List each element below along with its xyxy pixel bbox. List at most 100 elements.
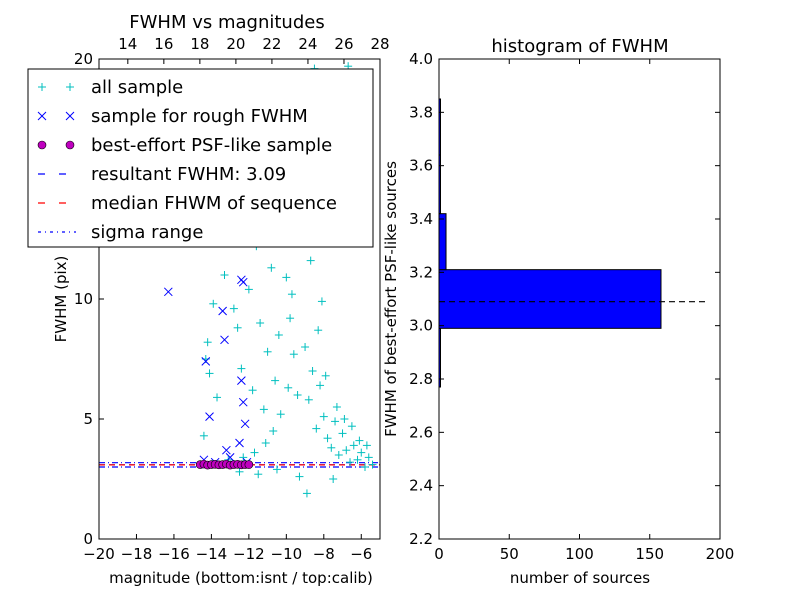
point-s1-4 [201,357,211,366]
point-s0-50 [235,467,244,476]
point-s0-31 [316,381,325,390]
left-xtick-label-4: −12 [233,545,265,563]
point-s1-11 [235,438,244,448]
legend-marker-1-b-b [65,111,75,121]
point-s0-64 [362,441,371,450]
legend-label-3: resultant FWHM: 3.09 [91,164,286,185]
point-s1-5-b [220,335,229,345]
point-s0-30 [312,424,321,433]
point-s1-3-b [238,277,248,287]
right-ytick-label-6: 3.4 [409,210,433,228]
legend-item-5: sigma range [38,222,203,243]
left-xtick-label-2: −16 [158,545,190,563]
right-x-axis-label: number of sources [510,569,650,587]
point-s1-5 [220,335,229,345]
legend-items: all sample sample for rough FWHM best-effo… [37,77,337,243]
point-s0-39 [346,458,355,467]
left-top-xtick-label-5: 24 [298,35,317,53]
point-s2-13 [244,460,254,469]
left-top-xtick-label-4: 22 [262,35,281,53]
point-s0-69 [250,448,259,457]
point-s0-24 [289,350,298,359]
left-top-xtick-label-7: 28 [370,35,389,53]
right-plot-area [438,98,706,388]
point-s0-47 [295,472,304,481]
point-s1-9 [240,419,250,429]
point-s0-17 [263,347,272,356]
point-s0-42 [357,448,366,457]
legend-box [27,68,374,248]
right-ytick-label-8: 3.8 [409,103,433,121]
left-xtick-label-1: −18 [121,545,153,563]
right-xtick-label-3: 150 [635,545,664,563]
series-1 [163,275,252,467]
point-s0-12 [244,285,253,294]
point-s0-53 [306,256,315,265]
left-top-xtick-label-6: 26 [334,35,353,53]
point-s0-6 [220,271,229,279]
point-s1-1-b [218,306,227,316]
histogram-bar-1 [438,269,662,329]
point-s0-1 [203,338,212,347]
legend-item-4: median FHWM of sequence [38,193,337,214]
point-s0-25 [293,391,302,399]
point-s1-0-b [163,287,173,297]
right-chart-title: histogram of FWHM [491,36,668,57]
legend-marker-0-b [66,83,74,91]
right-ytick-label-9: 4.0 [409,50,433,68]
legend-label-5: sigma range [91,222,203,243]
point-s1-7-b [205,412,214,421]
point-s1-8 [238,397,248,407]
point-s0-33 [323,434,332,443]
legend-label-2: best-effort PSF-like sample [91,135,332,156]
right-ytick-label-0: 2.2 [409,530,433,548]
point-s0-70 [239,453,248,462]
point-s0-8 [229,304,238,313]
left-ytick-label-0: 0 [83,530,93,548]
left-x-axis-label: magnitude (bottom:isnt / top:calib) [109,569,373,587]
point-s0-20 [274,331,283,339]
left-xtick-label-6: −8 [313,545,335,563]
right-xtick-label-4: 200 [706,545,735,563]
point-s0-23 [286,314,295,323]
right-chart: histogram of FWHM 0 50 100 150 200 2.2 2.4 2.6 2… [382,36,734,587]
point-s0-27 [301,343,310,351]
point-s0-19 [271,376,280,385]
point-s0-55 [287,290,296,299]
point-s0-63 [355,436,364,445]
left-y-axis-label: FWHM (pix) [52,256,70,343]
point-s1-4-b [201,357,211,366]
point-s0-16 [259,405,268,414]
right-ytick-label-2: 2.6 [409,423,433,441]
point-s1-10 [222,445,231,455]
point-s0-66 [276,410,285,419]
legend-marker-1-a [37,111,47,121]
point-s0-10 [237,364,246,373]
right-xtick-label-1: 50 [500,545,519,563]
left-ticks: −20 −18 −16 −14 −12 −10 −8 −6 14 16 18 20 22 24 26 28 0 5… [74,35,390,563]
point-s0-4 [209,299,218,308]
point-s0-38 [342,446,351,455]
point-s1-0 [163,287,173,297]
left-top-xtick-label-2: 18 [190,35,209,53]
legend-marker-2-a [37,140,47,150]
point-s1-3 [238,277,248,287]
point-s1-9-b [240,419,250,429]
legend-marker-0-a [38,83,46,91]
left-top-xtick-label-3: 20 [226,35,245,53]
legend-item-2: best-effort PSF-like sample [37,135,332,156]
point-s0-34 [327,443,336,452]
point-s0-28 [304,395,313,404]
point-s0-68 [261,439,270,447]
point-s1-11-b [235,438,244,448]
point-s0-36 [334,451,343,459]
legend-item-3: resultant FWHM: 3.09 [38,164,286,185]
point-s0-3 [205,369,214,378]
point-s1-8-b [238,397,248,407]
point-s0-35 [331,417,340,426]
point-s0-45 [368,460,377,469]
point-s0-49 [254,470,263,479]
point-s0-61 [340,415,349,423]
left-chart: FWHM vs magnitudes −20 −18 −16 −14 −12 −10 −8−… [27,12,390,587]
